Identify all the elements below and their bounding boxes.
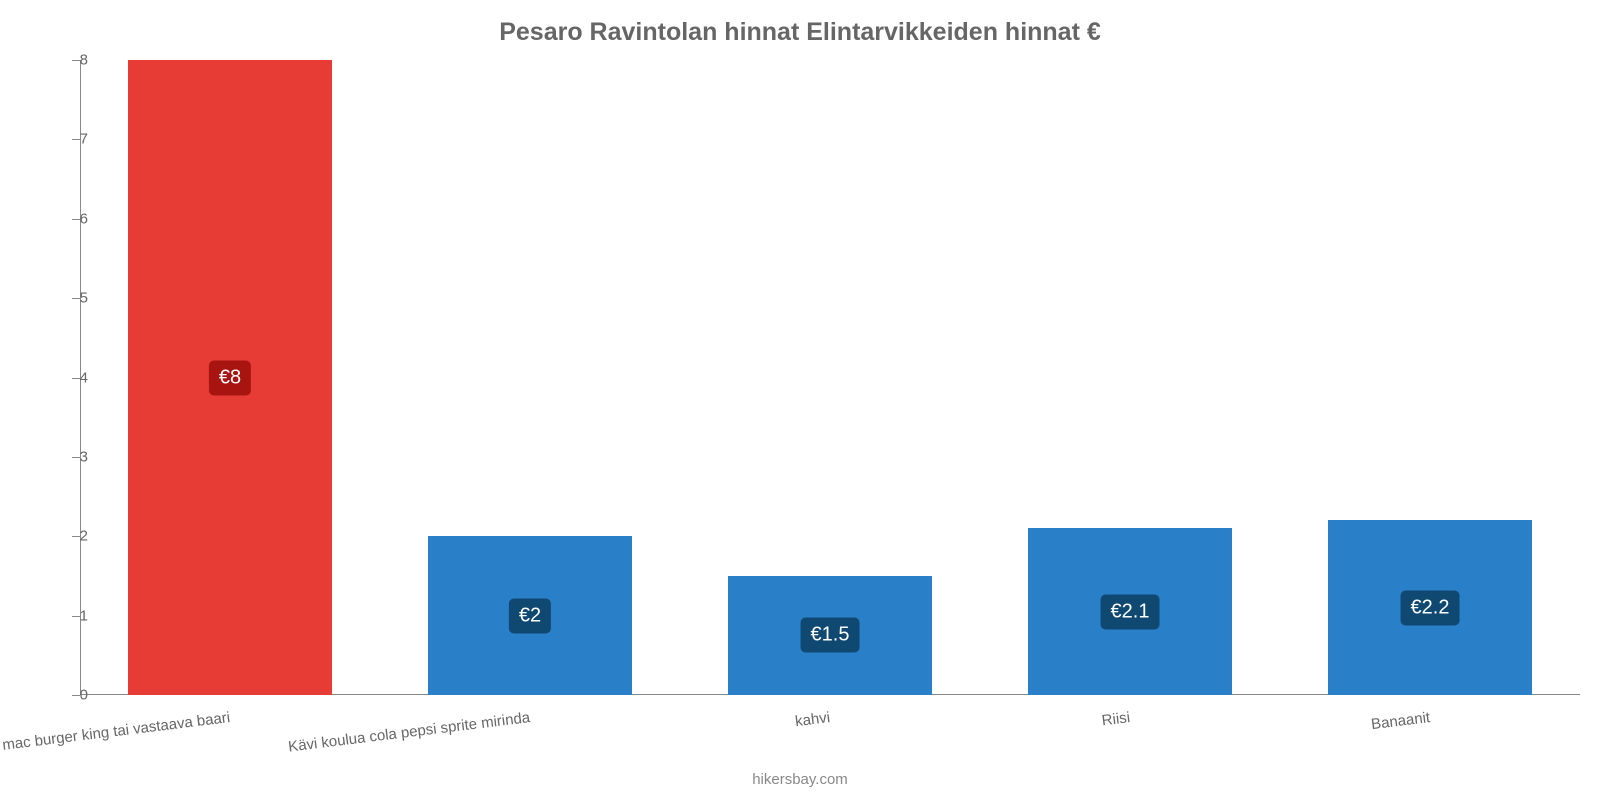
value-badge: €1.5: [801, 618, 860, 653]
chart-title: Pesaro Ravintolan hinnat Elintarvikkeide…: [0, 0, 1600, 47]
x-axis-label: Kävi koulua cola pepsi sprite mirinda: [231, 709, 531, 762]
y-axis-label: 5: [48, 290, 88, 307]
y-axis-label: 6: [48, 210, 88, 227]
y-axis-label: 2: [48, 528, 88, 545]
y-axis-label: 4: [48, 369, 88, 386]
y-axis-label: 8: [48, 52, 88, 69]
x-axis-label: mac burger king tai vastaava baari: [0, 709, 231, 762]
x-axis-label: kahvi: [531, 709, 831, 762]
value-badge: €2.1: [1101, 594, 1160, 629]
value-badge: €2.2: [1401, 590, 1460, 625]
x-axis-label: Banaanit: [1131, 709, 1431, 762]
y-axis-label: 3: [48, 448, 88, 465]
y-axis-label: 0: [48, 687, 88, 704]
footer-credit: hikersbay.com: [0, 771, 1600, 788]
y-axis-label: 1: [48, 607, 88, 624]
value-badge: €8: [209, 360, 251, 395]
y-axis-label: 7: [48, 131, 88, 148]
plot-area: €8 €2 €1.5 €2.1 €2.2: [80, 60, 1580, 695]
value-badge: €2: [509, 598, 551, 633]
x-axis-label: Riisi: [831, 709, 1131, 762]
